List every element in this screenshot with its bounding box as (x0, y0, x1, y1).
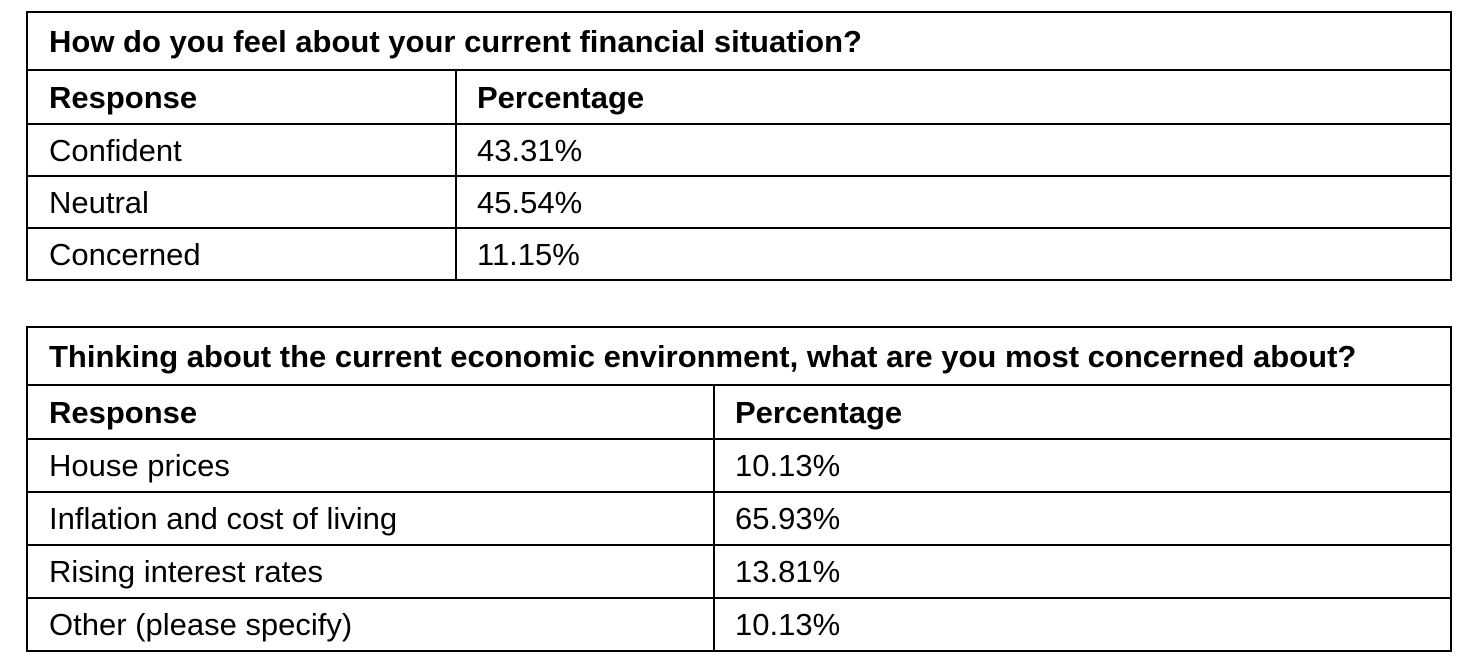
table-row: House prices 10.13% (26, 438, 1453, 493)
table-row: Other (please specify) 10.13% (26, 597, 1453, 652)
response-cell: Concerned (26, 227, 457, 281)
response-cell: Inflation and cost of living (26, 491, 715, 546)
percentage-cell: 10.13% (712, 597, 1453, 652)
table-row: Inflation and cost of living 65.93% (26, 491, 1453, 546)
survey-table-financial-situation: How do you feel about your current finan… (25, 11, 1453, 281)
percentage-cell: 65.93% (712, 491, 1453, 546)
column-header-percentage: Percentage (454, 69, 1453, 125)
survey-table-economic-concerns: Thinking about the current economic envi… (25, 326, 1453, 652)
column-header-percentage: Percentage (712, 384, 1453, 440)
table-row: Confident 43.31% (26, 123, 1453, 177)
percentage-cell: 13.81% (712, 544, 1453, 599)
percentage-cell: 10.13% (712, 438, 1453, 493)
response-cell: Rising interest rates (26, 544, 715, 599)
column-header-response: Response (26, 69, 457, 125)
response-cell: Confident (26, 123, 457, 177)
response-cell: House prices (26, 438, 715, 493)
percentage-cell: 11.15% (454, 227, 1453, 281)
table-title: Thinking about the current economic envi… (25, 326, 1453, 386)
table-header-row: Response Percentage (26, 384, 1453, 440)
table-row: Neutral 45.54% (26, 175, 1453, 229)
response-cell: Neutral (26, 175, 457, 229)
table-title: How do you feel about your current finan… (25, 11, 1453, 71)
response-cell: Other (please specify) (26, 597, 715, 652)
column-header-response: Response (26, 384, 715, 440)
percentage-cell: 43.31% (454, 123, 1453, 177)
percentage-cell: 45.54% (454, 175, 1453, 229)
table-header-row: Response Percentage (26, 69, 1453, 125)
table-row: Concerned 11.15% (26, 227, 1453, 281)
table-row: Rising interest rates 13.81% (26, 544, 1453, 599)
